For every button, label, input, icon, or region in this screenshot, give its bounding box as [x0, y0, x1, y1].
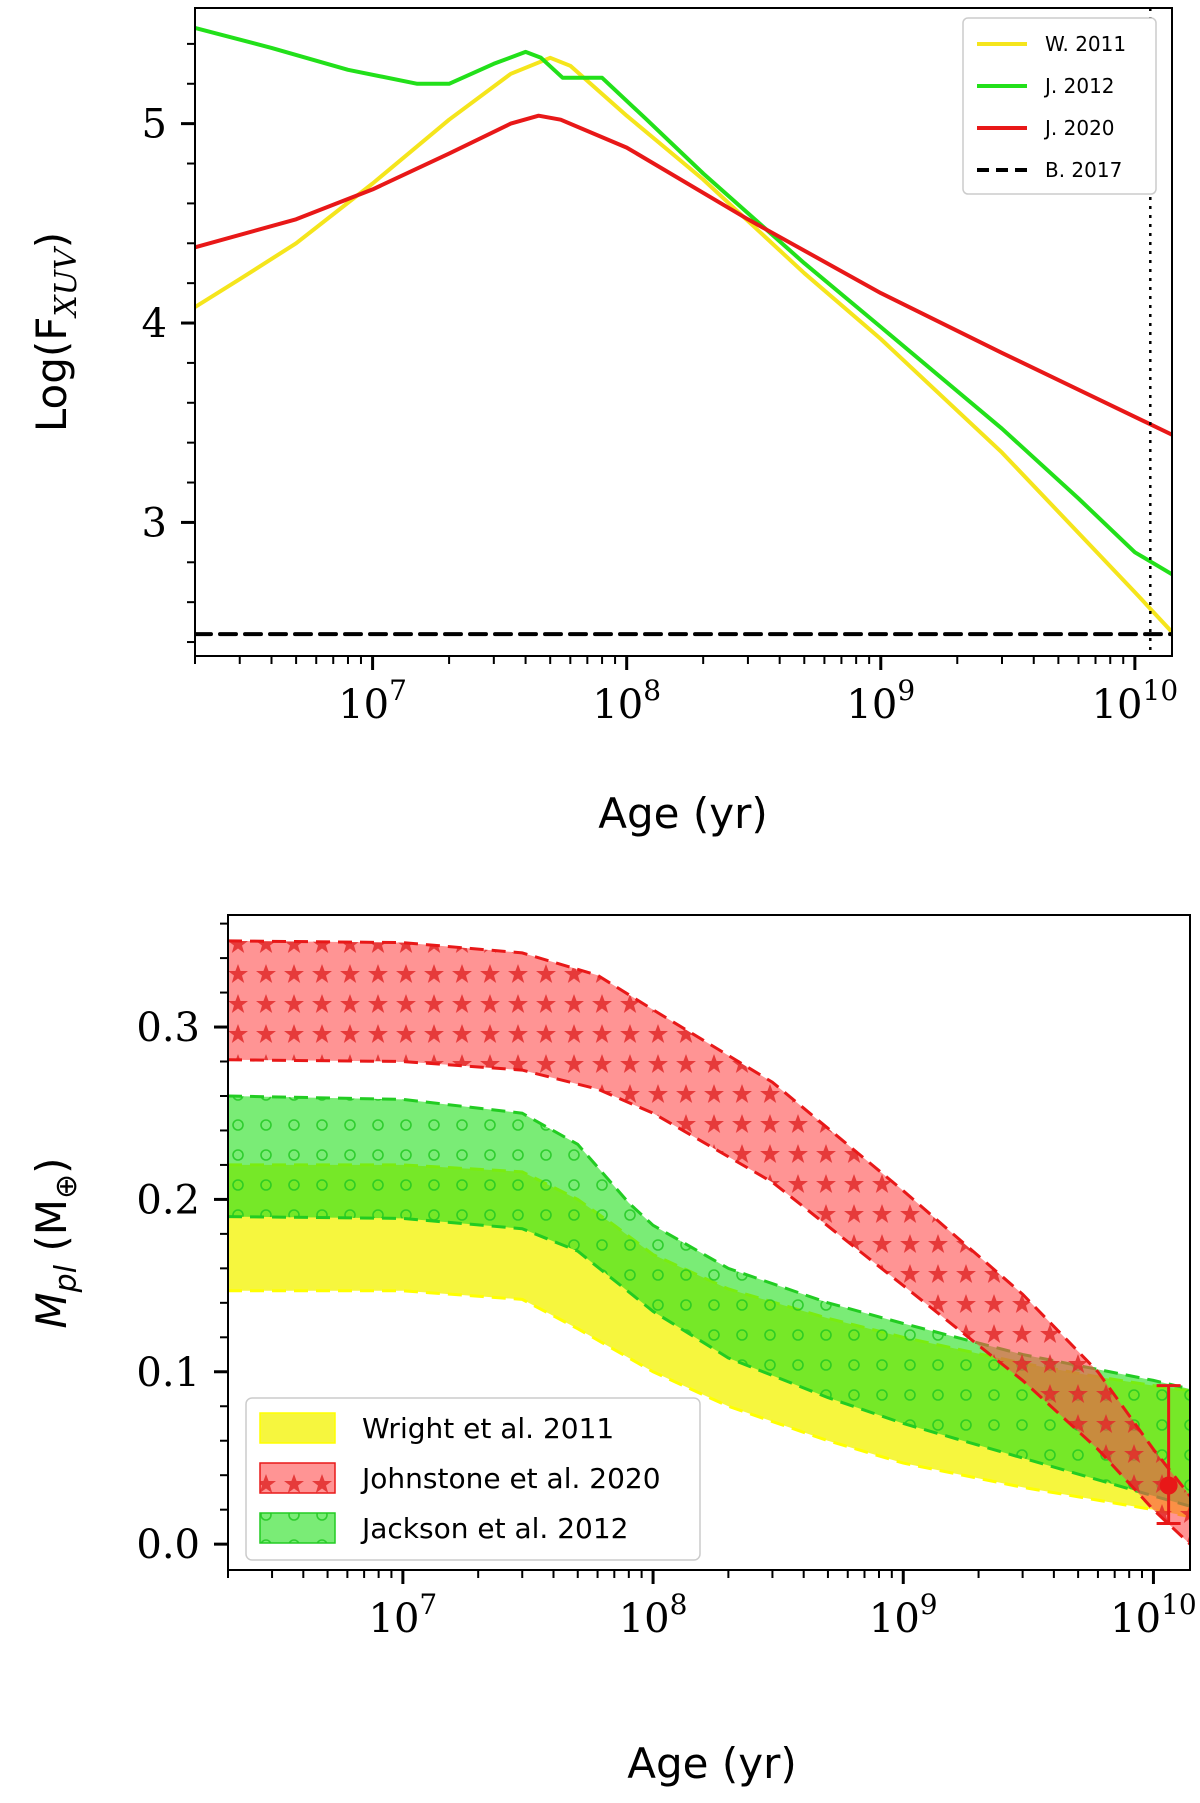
legend-swatch	[259, 1412, 336, 1444]
band-lower-jackson-et-al-2012	[228, 1215, 1190, 1508]
top-y-axis: 3 4 5	[142, 42, 195, 644]
band-upper-johnstone-et-al-2020	[228, 939, 1190, 1497]
top-axes-frame	[194, 7, 1173, 657]
marker-point	[1159, 1476, 1178, 1495]
top-chart: 3 4 5 107 108 109 1010 Age (yr) Log(FXUV) W. …	[27, 7, 1179, 838]
bottom-axes-frame	[227, 914, 1191, 1571]
y-tick-label: 3	[142, 500, 167, 546]
band-lower-wright-et-al-2011	[228, 1289, 1190, 1519]
bottom-y-axis: 0.0 0.1 0.2 0.3	[136, 922, 228, 1568]
y-tick-label: 0.2	[136, 1177, 200, 1223]
bottom-x-axis-title: Age (yr)	[627, 1739, 796, 1788]
series-line-j-2012	[195, 25, 1172, 577]
x-tick-label: 109	[846, 674, 915, 728]
legend-label: Johnstone et al. 2020	[360, 1462, 661, 1495]
y-tick-label: 0.3	[136, 1005, 200, 1051]
legend-label: Wright et al. 2011	[362, 1412, 614, 1445]
legend-label: W. 2011	[1045, 32, 1126, 56]
x-tick-label: 107	[338, 674, 407, 728]
x-tick-label: 107	[369, 1588, 438, 1642]
top-legend: W. 2011 J. 2012 J. 2020 B. 2017	[962, 17, 1157, 195]
legend-swatch-hatch	[260, 1513, 335, 1543]
x-tick-label: 109	[869, 1588, 938, 1642]
y-tick-label: 4	[142, 301, 167, 347]
legend-swatch-hatch	[260, 1463, 335, 1493]
top-x-axis-title: Age (yr)	[598, 789, 767, 838]
y-tick-label: 0.1	[136, 1350, 200, 1396]
bottom-x-axis: 107 108 109 1010	[227, 1570, 1197, 1642]
bottom-y-axis-title: Mpl (M⊕)	[27, 1157, 84, 1328]
band-lower-johnstone-et-al-2020	[228, 1058, 1190, 1546]
legend-label: Jackson et al. 2012	[360, 1512, 629, 1545]
legend-label: J. 2012	[1043, 74, 1115, 98]
x-tick-label: 108	[592, 674, 661, 728]
legend-label: J. 2020	[1043, 116, 1115, 140]
bottom-plot-area	[228, 939, 1190, 1546]
x-tick-label: 1010	[1092, 674, 1179, 728]
bottom-legend: Wright et al. 2011 Johnstone et al. 2020 J…	[245, 1397, 701, 1561]
bottom-chart: 0.0 0.1 0.2 0.3 107 108 109 1010 Age (yr) Mpl …	[27, 914, 1197, 1788]
band-hatch-jackson-et-al-2012	[228, 1096, 1190, 1507]
x-tick-label: 108	[619, 1588, 688, 1642]
y-tick-label: 5	[142, 102, 167, 148]
legend-label: B. 2017	[1045, 158, 1122, 182]
top-y-axis-title: Log(FXUV)	[27, 232, 84, 432]
top-x-axis: 107 108 109 1010	[194, 656, 1179, 728]
x-tick-label: 1010	[1110, 1588, 1197, 1642]
series-line-w-2011	[195, 55, 1172, 635]
series-line-j-2020	[195, 113, 1172, 437]
band-hatch-johnstone-et-al-2020	[228, 940, 1190, 1545]
y-tick-label: 0.0	[136, 1522, 200, 1568]
